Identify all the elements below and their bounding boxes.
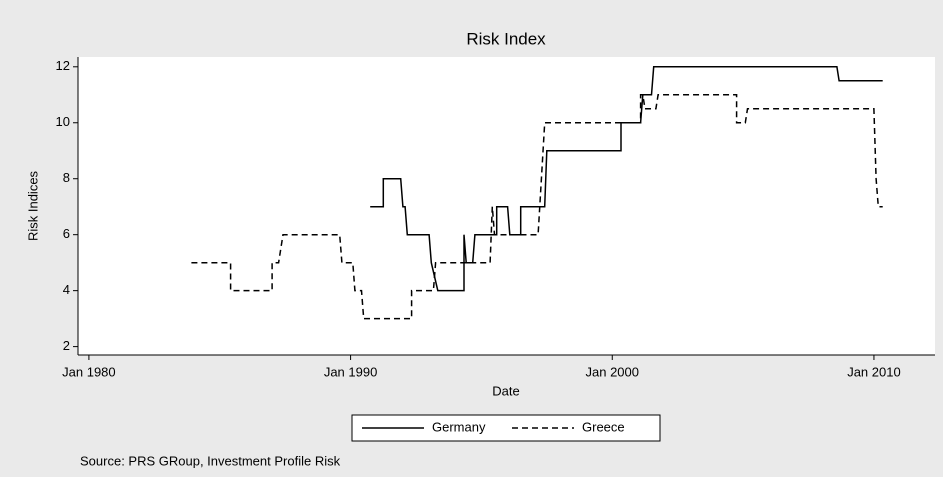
y-tick-label: 2 xyxy=(63,338,70,353)
legend-label: Greece xyxy=(582,419,625,434)
y-tick-label: 12 xyxy=(56,58,70,73)
y-tick-label: 8 xyxy=(63,170,70,185)
y-tick-label: 6 xyxy=(63,226,70,241)
x-tick-label: Jan 1980 xyxy=(62,364,116,379)
x-tick-label: Jan 2000 xyxy=(586,364,640,379)
y-tick-label: 10 xyxy=(56,114,70,129)
y-axis-label: Risk Indices xyxy=(25,170,40,241)
x-axis-label: Date xyxy=(492,383,519,398)
x-tick-label: Jan 1990 xyxy=(324,364,378,379)
source-note: Source: PRS GRoup, Investment Profile Ri… xyxy=(80,453,341,468)
series-line xyxy=(191,94,883,320)
series-line xyxy=(370,66,883,292)
chart-title: Risk Index xyxy=(466,29,546,48)
y-tick-label: 4 xyxy=(63,282,70,297)
x-tick-label: Jan 2010 xyxy=(847,364,901,379)
legend-label: Germany xyxy=(432,419,486,434)
